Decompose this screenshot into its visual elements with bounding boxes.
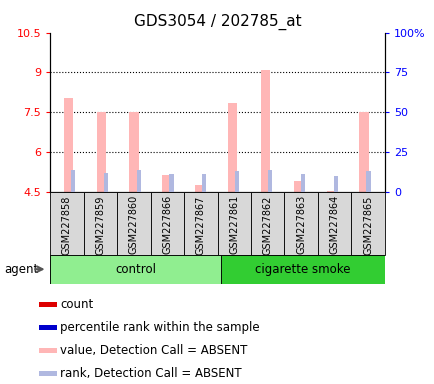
- Bar: [71, 170, 75, 192]
- Bar: [351, 192, 384, 255]
- Text: count: count: [60, 298, 93, 311]
- Bar: [293, 181, 302, 192]
- Bar: [260, 70, 270, 192]
- Bar: [227, 103, 237, 192]
- Bar: [250, 192, 284, 255]
- Bar: [39, 325, 56, 330]
- Bar: [300, 174, 304, 192]
- Text: GSM227858: GSM227858: [62, 195, 72, 255]
- Bar: [129, 112, 138, 192]
- Text: cigarette smoke: cigarette smoke: [255, 263, 350, 276]
- Bar: [103, 173, 108, 192]
- Bar: [96, 112, 105, 192]
- Bar: [50, 255, 220, 284]
- Bar: [284, 192, 317, 255]
- Bar: [184, 192, 217, 255]
- Bar: [39, 348, 56, 353]
- Bar: [169, 174, 173, 192]
- Bar: [136, 170, 141, 192]
- Bar: [50, 192, 83, 255]
- Bar: [267, 170, 272, 192]
- Bar: [333, 176, 337, 192]
- Bar: [365, 171, 370, 192]
- Text: GSM227861: GSM227861: [229, 195, 239, 255]
- Bar: [358, 112, 368, 192]
- Bar: [220, 255, 384, 284]
- Bar: [64, 98, 73, 192]
- Text: percentile rank within the sample: percentile rank within the sample: [60, 321, 259, 334]
- Text: GSM227866: GSM227866: [162, 195, 172, 255]
- Title: GDS3054 / 202785_at: GDS3054 / 202785_at: [133, 14, 301, 30]
- Text: control: control: [115, 263, 155, 276]
- Bar: [195, 185, 204, 192]
- Text: GSM227864: GSM227864: [329, 195, 339, 255]
- Bar: [326, 191, 335, 192]
- Text: GSM227859: GSM227859: [95, 195, 105, 255]
- Bar: [83, 192, 117, 255]
- Text: agent: agent: [4, 263, 38, 276]
- Bar: [39, 302, 56, 307]
- Text: rank, Detection Call = ABSENT: rank, Detection Call = ABSENT: [60, 367, 241, 380]
- Text: value, Detection Call = ABSENT: value, Detection Call = ABSENT: [60, 344, 247, 357]
- Text: GSM227862: GSM227862: [262, 195, 272, 255]
- Text: GSM227867: GSM227867: [195, 195, 205, 255]
- Bar: [317, 192, 351, 255]
- Bar: [162, 175, 171, 192]
- Bar: [117, 192, 150, 255]
- Bar: [202, 174, 206, 192]
- Bar: [217, 192, 250, 255]
- Bar: [150, 192, 184, 255]
- Text: GSM227860: GSM227860: [128, 195, 138, 255]
- Text: GSM227865: GSM227865: [362, 195, 372, 255]
- Text: GSM227863: GSM227863: [296, 195, 306, 255]
- Bar: [39, 371, 56, 376]
- Bar: [234, 171, 239, 192]
